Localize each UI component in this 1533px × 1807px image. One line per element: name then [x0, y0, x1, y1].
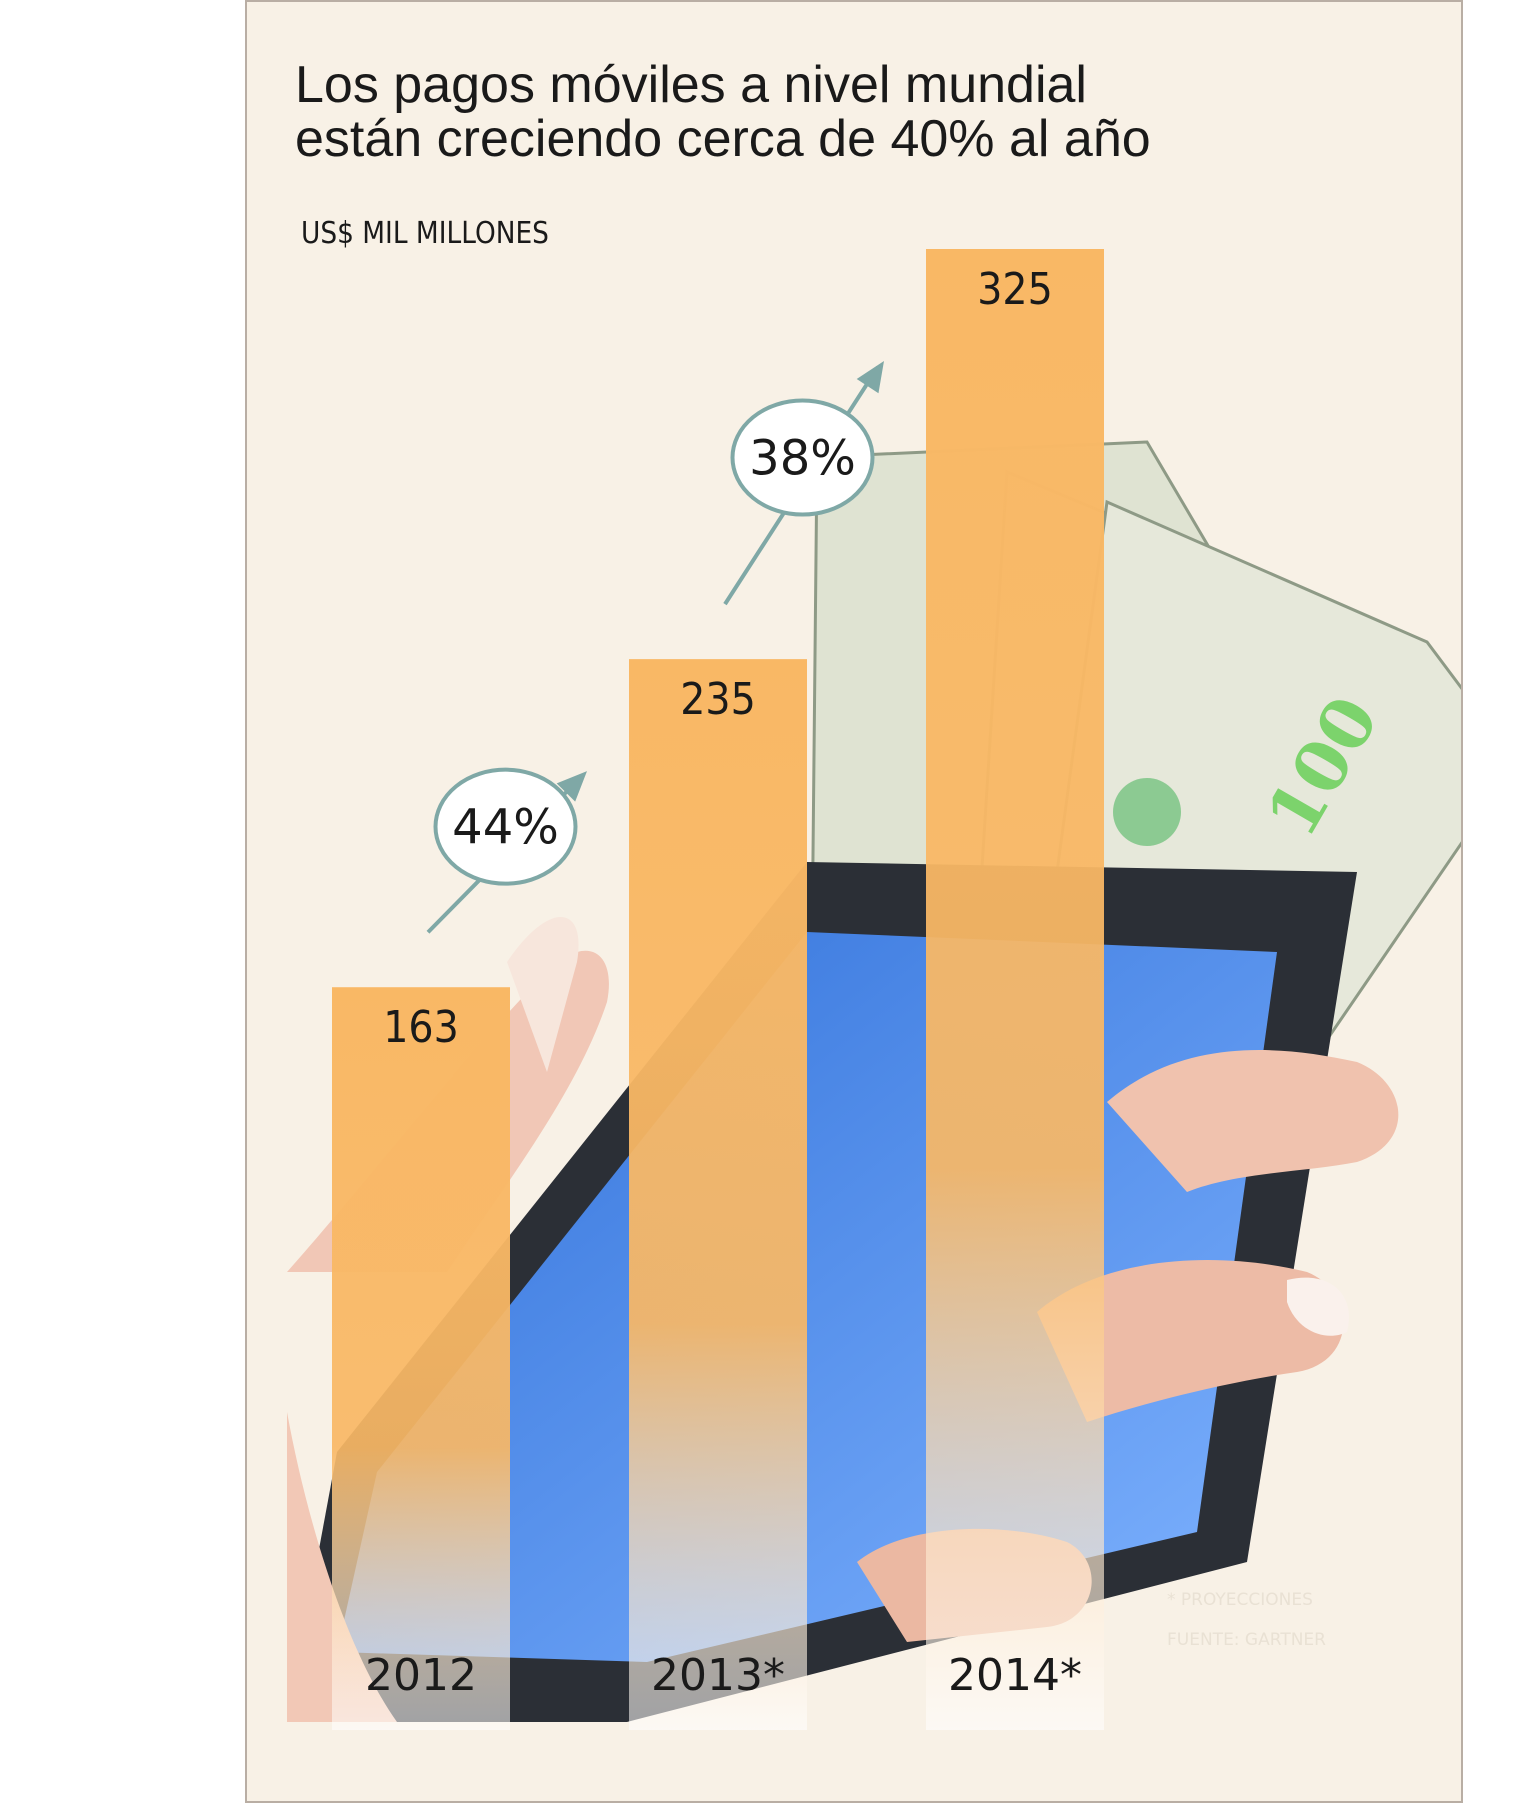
growth-bubble — [433, 767, 578, 886]
bar-2013 — [629, 659, 807, 1730]
footnotes: * PROYECCIONES FUENTE: GARTNER — [1167, 1580, 1407, 1660]
category-label: 2014* — [948, 1650, 1082, 1701]
growth-annotation: 44% — [426, 767, 587, 934]
value-label: 325 — [977, 264, 1053, 315]
growth-label: 44% — [452, 800, 559, 856]
growth-annotation: 38% — [723, 361, 884, 606]
category-labels-group: 2012 2013* 2014* — [365, 1650, 1082, 1701]
source-note: FUENTE: GARTNER — [1167, 1630, 1326, 1650]
growth-annotations-group: 44% 38% — [426, 361, 884, 934]
value-labels-group: 163 235 325 — [383, 264, 1053, 1053]
arrow-up-icon — [856, 361, 884, 394]
unit-label: US$ MIL MILLONES — [301, 216, 549, 251]
chart-title-line-2: están creciendo cerca de 40% al año — [295, 110, 1151, 168]
projections-note: * PROYECCIONES — [1167, 1590, 1313, 1610]
category-label: 2013* — [651, 1650, 785, 1701]
growth-label: 38% — [749, 431, 856, 487]
growth-bubble — [730, 398, 875, 517]
chart-title-line-1: Los pagos móviles a nivel mundial — [295, 56, 1087, 114]
bar-2014 — [926, 249, 1104, 1730]
infographic-panel: Los pagos móviles a nivel mundial están … — [245, 0, 1463, 1803]
bars-group — [332, 249, 1104, 1730]
value-label: 163 — [383, 1002, 459, 1053]
arrow-up-icon — [556, 771, 587, 802]
bar-2012 — [332, 987, 510, 1730]
value-label: 235 — [680, 674, 756, 725]
category-label: 2012 — [365, 1650, 477, 1701]
chart-title: Los pagos móviles a nivel mundial están … — [295, 58, 1395, 166]
